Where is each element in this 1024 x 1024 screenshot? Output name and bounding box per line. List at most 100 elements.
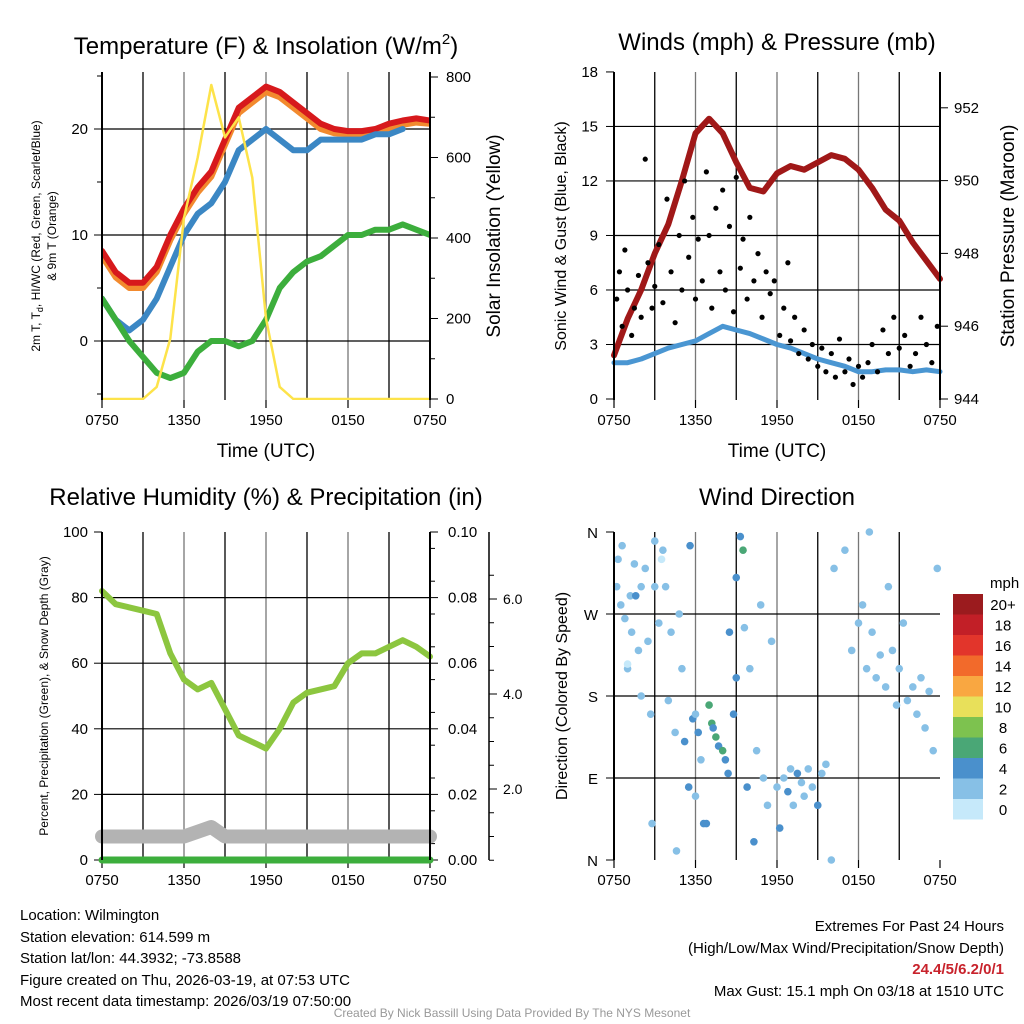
wind-direction-point xyxy=(767,637,776,646)
wind-direction-point xyxy=(675,610,683,618)
series-snow-depth xyxy=(95,820,437,844)
x-tick-label: 1350 xyxy=(167,412,200,429)
gust-point xyxy=(722,287,728,293)
legend-label: 16 xyxy=(995,638,1012,655)
gust-point xyxy=(865,360,871,366)
gust-point xyxy=(629,332,635,339)
wind-direction-point xyxy=(705,701,713,709)
wind-direction-point xyxy=(784,787,792,796)
gust-point xyxy=(679,287,685,293)
x-tick-label: 1350 xyxy=(679,872,712,889)
wind-direction-point xyxy=(739,546,747,555)
y3-tick-label: 6.0 xyxy=(503,591,523,607)
wind-direction-point xyxy=(746,664,754,673)
extremes-info: Extremes For Past 24 Hours (High/Low/Max… xyxy=(688,916,1004,1002)
wind-direction-point xyxy=(841,546,849,555)
gust-point xyxy=(805,356,811,362)
gust-point xyxy=(869,341,875,348)
gust-point xyxy=(763,269,769,275)
extremes-title: Extremes For Past 24 Hours xyxy=(814,918,1004,935)
x-axis-label: Time (UTC) xyxy=(728,441,827,462)
x-tick-label: 0750 xyxy=(413,412,446,429)
wind-direction-point xyxy=(756,601,765,609)
wind-direction-point xyxy=(650,582,659,591)
y-axis-label: Sonic Wind & Gust (Blue, Black) xyxy=(553,121,570,350)
title-superscript: 2 xyxy=(442,31,450,48)
station-info: Location: Wilmington Station elevation: … xyxy=(20,905,351,1013)
x-tick-label: 1950 xyxy=(249,872,282,889)
wind-direction-point xyxy=(822,760,830,769)
legend-label: 14 xyxy=(995,659,1012,676)
y2-axis-label: Solar Insolation (Yellow) xyxy=(484,134,505,337)
y2-tick-label: 0.02 xyxy=(448,786,477,803)
gust-point xyxy=(819,345,825,351)
gust-point xyxy=(785,260,791,266)
y-axis-label: Percent, Precipitation (Green), & Snow D… xyxy=(37,556,51,835)
gust-point xyxy=(880,327,886,333)
y2-tick-label: 0.10 xyxy=(448,524,477,541)
y-tick-label: N xyxy=(587,853,598,870)
gust-point xyxy=(836,336,843,342)
y2-tick-label: 950 xyxy=(954,173,979,190)
legend-label: 2 xyxy=(999,782,1007,799)
legend-label: 6 xyxy=(999,741,1007,758)
wind-direction-point xyxy=(752,746,761,755)
wind-direction-point xyxy=(630,560,639,568)
gust-point xyxy=(759,314,765,320)
gust-point xyxy=(619,323,625,329)
wind-direction-point xyxy=(697,755,705,764)
wind-direction-point xyxy=(724,769,732,778)
wind-direction-point xyxy=(637,692,645,700)
chart-title: Wind Direction xyxy=(699,484,855,511)
wind-direction-point xyxy=(634,646,643,655)
wind-direction-point xyxy=(637,582,645,591)
gust-point xyxy=(787,338,794,344)
gust-point xyxy=(771,278,777,284)
gust-point xyxy=(695,236,701,242)
panel-temperature: 0750 1350 1950 0150 0750 Temperature (F) & In… xyxy=(29,31,505,462)
y-tick-label: 15 xyxy=(581,118,598,135)
panel-wind-direction: 0750 1350 1950 0150 0750 Wind Direction N E S W N D… xyxy=(554,484,1019,889)
gust-point xyxy=(686,254,692,260)
gust-point xyxy=(891,314,897,320)
wind-direction-point xyxy=(827,856,836,864)
y-tick-label: 100 xyxy=(63,524,88,541)
y-tick-label: 0 xyxy=(590,391,598,408)
x-tick-label: 0750 xyxy=(85,872,118,889)
x-tick-label: 0150 xyxy=(331,412,364,429)
wind-direction-point xyxy=(718,746,727,755)
gust-point xyxy=(796,350,802,357)
y2-tick-label: 800 xyxy=(446,69,471,86)
wind-direction-point xyxy=(684,783,693,791)
gust-point xyxy=(726,223,733,229)
wind-direction-point xyxy=(661,582,670,591)
wind-direction-point xyxy=(686,541,694,550)
legend-swatch xyxy=(953,737,983,758)
wind-direction-point xyxy=(729,710,738,719)
gust-point xyxy=(730,309,737,315)
gust-point xyxy=(902,332,908,339)
legend-label: 0 xyxy=(999,802,1007,819)
wind-direction-point xyxy=(759,774,768,782)
x-tick-label: 0750 xyxy=(85,412,118,429)
y2-tick-label: 0.06 xyxy=(448,655,477,672)
wind-direction-point xyxy=(672,847,681,855)
gust-point xyxy=(624,287,631,293)
extremes-values: 24.4/5/6.2/0/1 xyxy=(912,961,1004,978)
gust-point xyxy=(859,374,866,380)
gust-point xyxy=(929,360,935,366)
wind-direction-point xyxy=(680,737,689,746)
y3-tick-label: 4.0 xyxy=(503,686,523,702)
legend-swatch xyxy=(953,778,983,799)
wind-direction-point xyxy=(721,755,730,764)
wind-direction-point xyxy=(804,765,813,773)
y-tick-label: 3 xyxy=(590,336,598,353)
y-label-subscript: d xyxy=(35,307,45,312)
gust-point xyxy=(792,314,798,320)
wind-direction-point xyxy=(899,619,908,627)
wind-direction-point xyxy=(925,687,933,696)
gust-point xyxy=(777,332,783,339)
gust-point xyxy=(713,205,719,211)
legend-swatch xyxy=(953,799,983,820)
